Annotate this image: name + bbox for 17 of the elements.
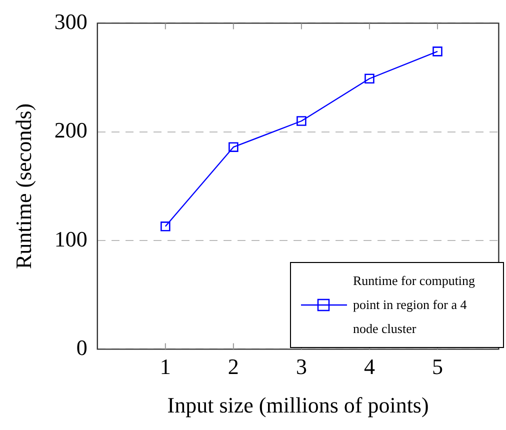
y-tick-label: 0: [76, 334, 88, 360]
y-tick-label: 100: [54, 226, 88, 252]
y-tick-label: 300: [54, 8, 88, 34]
x-axis-title: Input size (millions of points): [167, 392, 429, 418]
x-tick-label: 3: [296, 354, 307, 380]
x-tick-label: 4: [364, 354, 375, 380]
point: [228, 142, 238, 152]
point: [364, 74, 374, 84]
x-tick-label: 1: [160, 354, 171, 380]
point: [160, 222, 170, 232]
y-tick-label: 200: [54, 118, 88, 143]
point: [296, 116, 306, 126]
y-axis-title: Runtime (seconds): [10, 103, 36, 269]
x-tick-label: 5: [432, 354, 443, 380]
point: [432, 46, 442, 56]
legend-label: Runtime for computing point in region for a 4 node cluster: [353, 272, 476, 338]
x-tick-label: 2: [228, 354, 239, 380]
